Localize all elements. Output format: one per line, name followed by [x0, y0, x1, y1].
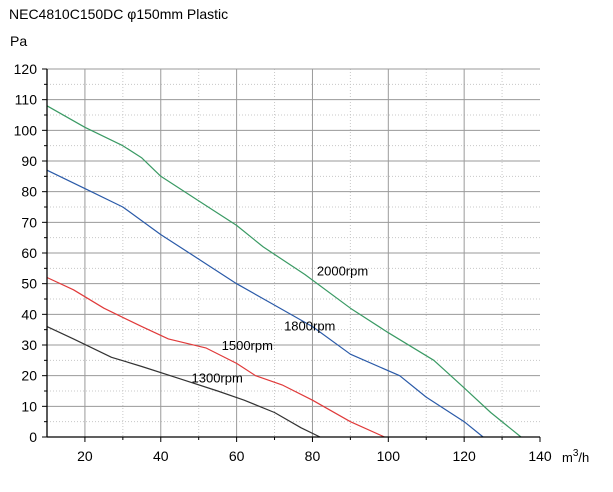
series-label-2000rpm: 2000rpm: [317, 263, 368, 278]
series-line-1300rpm: [46, 326, 321, 438]
y-tick-label: 70: [21, 214, 37, 230]
y-tick-label: 0: [29, 429, 37, 445]
chart-title: NEC4810C150DC φ150mm Plastic: [9, 6, 229, 22]
y-tick-label: 50: [21, 276, 37, 292]
y-tick-label: 60: [21, 245, 37, 261]
y-tick-label: 80: [21, 184, 37, 200]
y-tick-label: 120: [14, 61, 38, 77]
y-tick-label: 20: [21, 368, 37, 384]
y-tick-label: 30: [21, 337, 37, 353]
x-tick-label: 60: [229, 448, 245, 464]
series-label-1300rpm: 1300rpm: [192, 371, 243, 386]
y-tick-label: 110: [15, 92, 38, 108]
series-line-1500rpm: [46, 276, 385, 438]
x-tick-label: 100: [377, 448, 401, 464]
series-line-2000rpm: [46, 105, 522, 438]
series-label-1500rpm: 1500rpm: [222, 338, 273, 353]
y-tick-label: 10: [21, 398, 37, 414]
y-tick-label: 90: [21, 153, 37, 169]
y-axis-label: Pa: [10, 33, 28, 49]
series-label-1800rpm: 1800rpm: [284, 319, 335, 334]
x-tick-label: 40: [153, 448, 169, 464]
x-tick-label: 120: [452, 448, 476, 464]
y-tick-label: 40: [21, 306, 37, 322]
x-tick-label: 20: [77, 448, 93, 464]
x-tick-label: 80: [305, 448, 321, 464]
x-tick-label: 140: [528, 448, 552, 464]
x-axis-label: m3/h: [562, 448, 589, 465]
series-line-1800rpm: [46, 169, 484, 438]
y-tick-label: 100: [14, 122, 38, 138]
